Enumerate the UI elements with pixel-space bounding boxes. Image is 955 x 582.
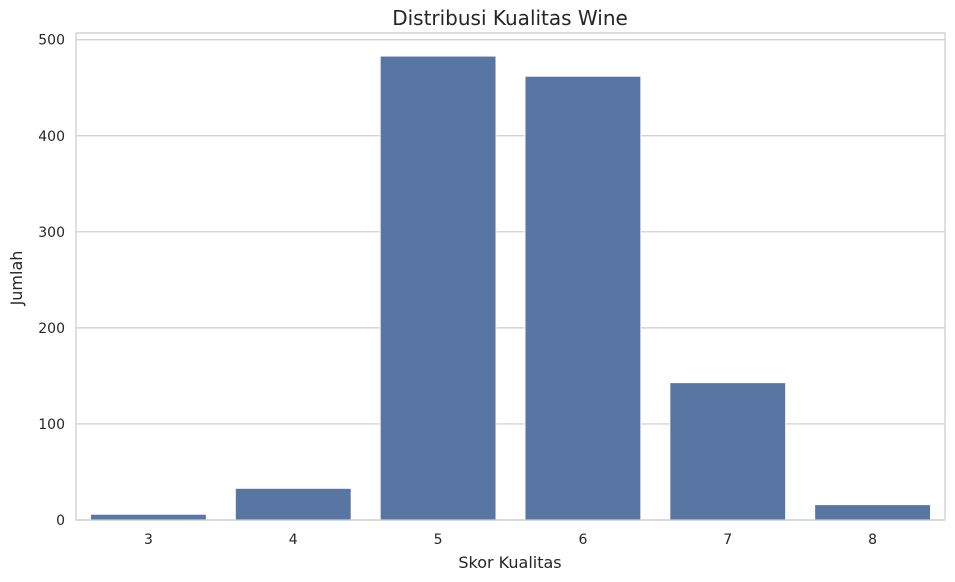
plot-frame — [75, 32, 946, 521]
y-tick-label: 200 — [38, 321, 65, 337]
grid-layer — [76, 39, 945, 521]
y-tick-label: 0 — [56, 513, 65, 529]
bar-quality-8 — [814, 504, 932, 521]
y-tick-label: 100 — [38, 417, 65, 433]
x-tick-label: 3 — [144, 532, 153, 548]
x-tick-label: 6 — [578, 532, 587, 548]
bar-quality-3 — [89, 513, 207, 521]
x-tick-labels: 3 4 5 6 7 8 — [144, 532, 877, 548]
x-tick-label: 5 — [434, 532, 443, 548]
y-tick-label: 500 — [38, 33, 65, 49]
bar-quality-7 — [669, 382, 787, 521]
y-axis-label: Jumlah — [7, 251, 26, 307]
x-tick-label: 8 — [868, 532, 877, 548]
y-tick-label: 300 — [38, 225, 65, 241]
x-tick-label: 4 — [289, 532, 298, 548]
chart-title: Distribusi Kualitas Wine — [392, 6, 628, 30]
x-axis-label: Skor Kualitas — [458, 553, 561, 572]
bar-quality-5 — [379, 55, 497, 521]
bar-quality-6 — [524, 75, 642, 521]
bar-quality-4 — [234, 487, 352, 521]
x-tick-label: 7 — [723, 532, 732, 548]
bar-layer — [89, 55, 932, 521]
y-tick-labels: 0 100 200 300 400 500 — [38, 33, 65, 529]
y-tick-label: 400 — [38, 129, 65, 145]
